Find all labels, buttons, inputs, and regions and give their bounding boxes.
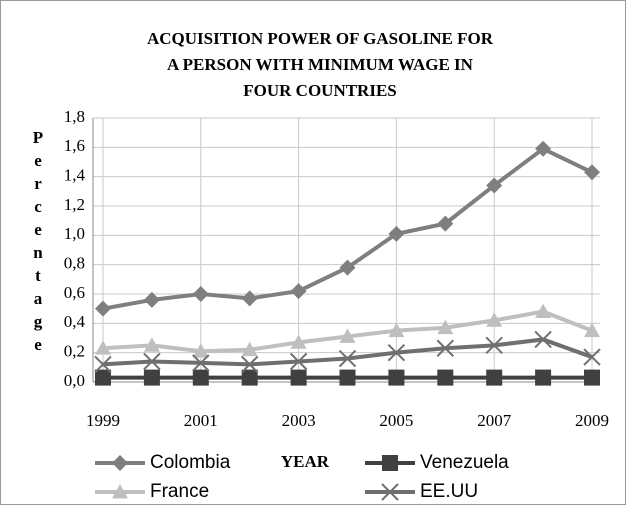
marker	[486, 177, 503, 194]
marker	[486, 312, 503, 327]
legend-label: Colombia	[150, 452, 231, 473]
marker	[241, 290, 258, 307]
marker	[290, 283, 307, 300]
marker	[388, 369, 405, 386]
marker	[388, 225, 405, 242]
marker	[437, 319, 454, 335]
x-tick-label: 2009	[575, 411, 609, 430]
marker	[339, 259, 356, 276]
marker	[112, 455, 128, 471]
x-tick-label: 2005	[379, 411, 413, 430]
marker	[338, 349, 357, 368]
x-axis-label: YEAR	[281, 452, 330, 471]
marker	[436, 339, 455, 357]
marker	[339, 328, 356, 343]
y-tick-label: 0,0	[64, 371, 85, 390]
chart-title: A PERSON WITH MINIMUM WAGE IN	[167, 55, 474, 74]
marker	[534, 330, 552, 349]
x-tick-label: 2003	[282, 411, 316, 430]
marker	[388, 322, 405, 338]
marker	[143, 291, 160, 308]
marker	[437, 369, 454, 386]
marker	[535, 369, 552, 386]
marker	[143, 369, 160, 386]
y-tick-label: 1,8	[64, 107, 85, 126]
marker	[94, 355, 112, 374]
y-tick-label: 1,4	[64, 166, 86, 185]
y-tick-label: 1,2	[64, 195, 85, 214]
x-tick-label: 2007	[477, 411, 512, 430]
marker	[95, 300, 111, 317]
chart-title: FOUR COUNTRIES	[243, 81, 397, 100]
marker	[290, 334, 307, 349]
y-axis-label: Percentage	[29, 128, 48, 358]
marker	[192, 369, 209, 386]
marker	[240, 355, 259, 374]
marker	[241, 369, 258, 386]
legend-label: EE.UU	[420, 481, 478, 502]
marker	[95, 340, 111, 355]
chart-title: ACQUISITION POWER OF GASOLINE FOR	[147, 29, 494, 48]
marker	[584, 164, 600, 181]
marker	[583, 348, 601, 366]
y-tick-label: 1,6	[64, 136, 85, 155]
marker	[241, 341, 258, 357]
marker	[485, 336, 503, 355]
marker	[437, 215, 454, 232]
marker	[95, 369, 111, 386]
marker	[535, 303, 552, 318]
marker	[584, 369, 600, 386]
marker	[192, 354, 210, 372]
legend-label: France	[150, 481, 209, 502]
legend-label: Venezuela	[420, 452, 509, 473]
marker	[535, 140, 552, 157]
marker	[339, 369, 356, 386]
x-tick-label: 2001	[184, 411, 218, 430]
marker	[143, 352, 161, 371]
marker	[290, 369, 307, 386]
y-tick-label: 0,4	[64, 312, 86, 331]
marker	[192, 286, 209, 302]
marker	[192, 343, 209, 358]
marker	[486, 369, 503, 386]
marker	[387, 343, 406, 362]
y-tick-label: 0,6	[64, 283, 85, 302]
y-tick-label: 0,2	[64, 342, 85, 361]
y-tick-label: 0,8	[64, 254, 85, 273]
marker	[112, 484, 128, 499]
x-tick-label: 1999	[86, 411, 120, 430]
y-tick-label: 1,0	[64, 224, 85, 243]
marker	[382, 455, 398, 471]
marker	[381, 483, 399, 501]
marker	[143, 337, 160, 352]
marker	[289, 352, 308, 371]
marker	[584, 322, 600, 338]
